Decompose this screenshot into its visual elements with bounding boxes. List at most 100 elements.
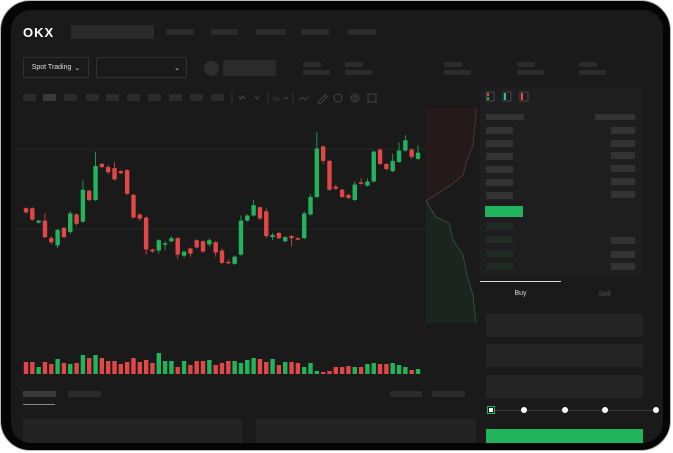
nav-item[interactable]: [348, 29, 376, 35]
timeframe-button[interactable]: [169, 94, 182, 101]
candle-body: [384, 163, 389, 170]
volume-bar: [352, 367, 357, 374]
sell-tab[interactable]: Sell: [598, 291, 611, 298]
app-screen: OKX Spot Trading ⌄ ⌄: [11, 10, 663, 443]
candle-body: [283, 237, 288, 242]
timeframe-button[interactable]: [86, 94, 99, 101]
volume-bar: [118, 364, 124, 374]
volume-bar: [377, 364, 383, 374]
book-both-icon: [485, 91, 495, 102]
volume-bar: [409, 370, 414, 374]
buy-tab[interactable]: Buy: [514, 290, 527, 297]
candle-body: [23, 208, 29, 213]
candle-body: [194, 240, 199, 248]
candlestick-chart[interactable]: [11, 105, 479, 375]
candle-body: [352, 184, 357, 201]
nav-item[interactable]: [256, 29, 286, 35]
order-book-view-toggles: [485, 91, 529, 102]
bottom-tab[interactable]: [68, 391, 101, 397]
depth-chart: [425, 108, 477, 324]
volume-bar: [169, 361, 174, 374]
volume-bar: [156, 353, 161, 374]
candle-body: [415, 152, 421, 159]
last-price-highlight: [485, 206, 523, 217]
volume-bar: [80, 355, 86, 374]
candle-body: [61, 227, 67, 238]
timeframe-button[interactable]: [127, 94, 140, 101]
trend-line-icon: [298, 96, 309, 101]
pair-selector-dropdown[interactable]: ⌄: [96, 57, 187, 78]
candle-body: [49, 238, 54, 243]
volume-bar: [200, 361, 206, 374]
depth-asks-area: [426, 108, 476, 201]
buy-button[interactable]: [486, 429, 643, 443]
bottom-tab-active[interactable]: [23, 391, 56, 397]
settings-icon: [350, 93, 360, 103]
timeframe-button[interactable]: [211, 94, 224, 101]
volume-bar: [264, 362, 269, 374]
volume-bar: [213, 365, 218, 374]
candle-body: [42, 220, 48, 238]
total-input[interactable]: [486, 375, 643, 398]
nav-item[interactable]: [301, 29, 329, 35]
volume-bar: [93, 355, 98, 374]
chevron-down-icon: ⌄: [174, 64, 180, 72]
volume-bar: [320, 372, 326, 374]
volume-bar: [99, 358, 105, 374]
orders-panel: [23, 419, 242, 443]
volume-bar: [396, 365, 402, 374]
candle-body: [200, 241, 206, 252]
candle-body: [327, 160, 332, 190]
book-asks-icon: [519, 91, 529, 102]
timeframe-button[interactable]: [148, 94, 161, 101]
assets-panel: [256, 419, 476, 443]
candle-body: [308, 196, 313, 215]
timeframe-button[interactable]: [190, 94, 203, 101]
timeframe-button-active[interactable]: [43, 94, 56, 101]
slider-handle[interactable]: [487, 406, 495, 414]
chart-type-icon: [254, 95, 260, 100]
volume-bar: [23, 362, 29, 374]
volume-bar: [175, 367, 180, 374]
nav-item[interactable]: [166, 29, 194, 35]
volume-bar: [257, 359, 263, 374]
nav-item[interactable]: [211, 29, 238, 35]
slider-node-100: [653, 407, 659, 413]
slider-node-75: [602, 407, 608, 413]
chart-tools: 0o: [231, 92, 377, 105]
volume-bar: [415, 369, 421, 374]
candle-body: [137, 214, 143, 219]
candle-body: [295, 238, 301, 240]
candle-body: [238, 220, 244, 255]
search-bar-placeholder[interactable]: [71, 25, 154, 39]
volume-bar: [308, 363, 313, 374]
candle-body: [270, 235, 275, 238]
camera-icon: [333, 93, 343, 103]
volume-bar: [55, 359, 60, 374]
candle-body: [314, 148, 320, 197]
volume-bar: [87, 358, 92, 374]
chevron-down-icon: ⌄: [74, 64, 81, 72]
timeframe-button[interactable]: [23, 94, 36, 101]
candle-body: [162, 243, 168, 245]
candle-body: [93, 166, 98, 201]
active-tab-underline: [23, 404, 55, 405]
timeframe-button[interactable]: [64, 94, 77, 101]
volume-bar: [276, 365, 282, 374]
volume-bar: [403, 367, 408, 374]
candle-body: [181, 251, 187, 256]
candle-body: [169, 238, 174, 242]
candle-body: [264, 211, 269, 237]
depth-bids-line: [425, 200, 477, 324]
amount-input[interactable]: [486, 344, 643, 367]
bottom-action[interactable]: [432, 391, 465, 397]
volume-bar: [30, 362, 35, 374]
fullscreen-icon: [367, 93, 377, 103]
volume-bar: [270, 359, 275, 374]
volume-bar: [105, 361, 111, 374]
price-input[interactable]: [486, 314, 643, 337]
spot-trading-dropdown[interactable]: Spot Trading ⌄: [23, 57, 89, 78]
bottom-action[interactable]: [390, 391, 422, 397]
timeframe-button[interactable]: [106, 94, 119, 101]
okx-logo[interactable]: OKX: [23, 25, 55, 40]
